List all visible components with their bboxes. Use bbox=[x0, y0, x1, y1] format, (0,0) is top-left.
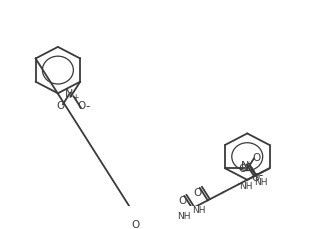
Text: +: + bbox=[248, 166, 255, 174]
Text: O: O bbox=[194, 188, 202, 198]
Text: O: O bbox=[178, 196, 187, 206]
Text: NH: NH bbox=[193, 206, 206, 215]
Text: -: - bbox=[259, 169, 263, 182]
Text: O: O bbox=[239, 164, 247, 174]
Text: O: O bbox=[78, 101, 86, 111]
Text: O: O bbox=[57, 101, 65, 111]
Text: O: O bbox=[251, 173, 259, 183]
Text: NH: NH bbox=[254, 177, 268, 187]
Text: O: O bbox=[132, 220, 140, 229]
Text: -: - bbox=[86, 100, 90, 113]
Text: N: N bbox=[241, 161, 250, 172]
Text: N: N bbox=[65, 89, 74, 99]
Text: NH: NH bbox=[177, 212, 191, 221]
Text: +: + bbox=[72, 93, 79, 102]
Text: O: O bbox=[252, 153, 260, 163]
Text: NH: NH bbox=[239, 182, 252, 191]
